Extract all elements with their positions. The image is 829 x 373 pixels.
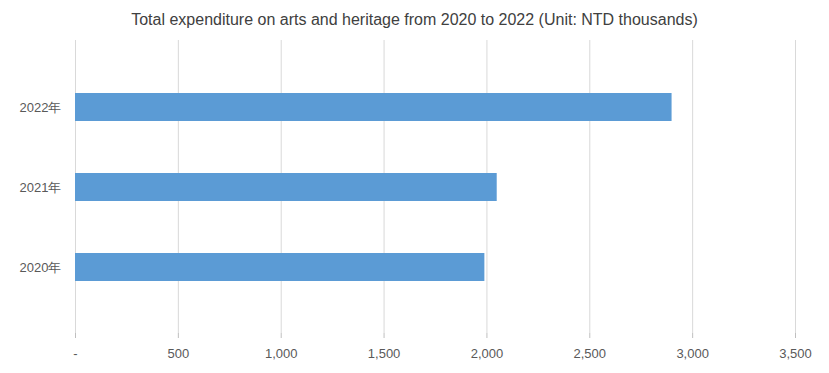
svg-text:3,000: 3,000 <box>676 346 709 361</box>
svg-text:3,500: 3,500 <box>779 346 812 361</box>
svg-text:2020年: 2020年 <box>20 260 62 275</box>
svg-text:2022年: 2022年 <box>20 100 62 115</box>
svg-text:1,000: 1,000 <box>265 346 298 361</box>
svg-text:2021年: 2021年 <box>20 180 62 195</box>
svg-text:2,500: 2,500 <box>574 346 607 361</box>
svg-text:-: - <box>73 346 77 361</box>
svg-text:500: 500 <box>168 346 190 361</box>
html-text:Total expenditure on arts and: Total expenditure on arts and heritage f… <box>131 11 698 28</box>
svg-text:1,500: 1,500 <box>368 346 401 361</box>
svg-text:2,000: 2,000 <box>471 346 504 361</box>
